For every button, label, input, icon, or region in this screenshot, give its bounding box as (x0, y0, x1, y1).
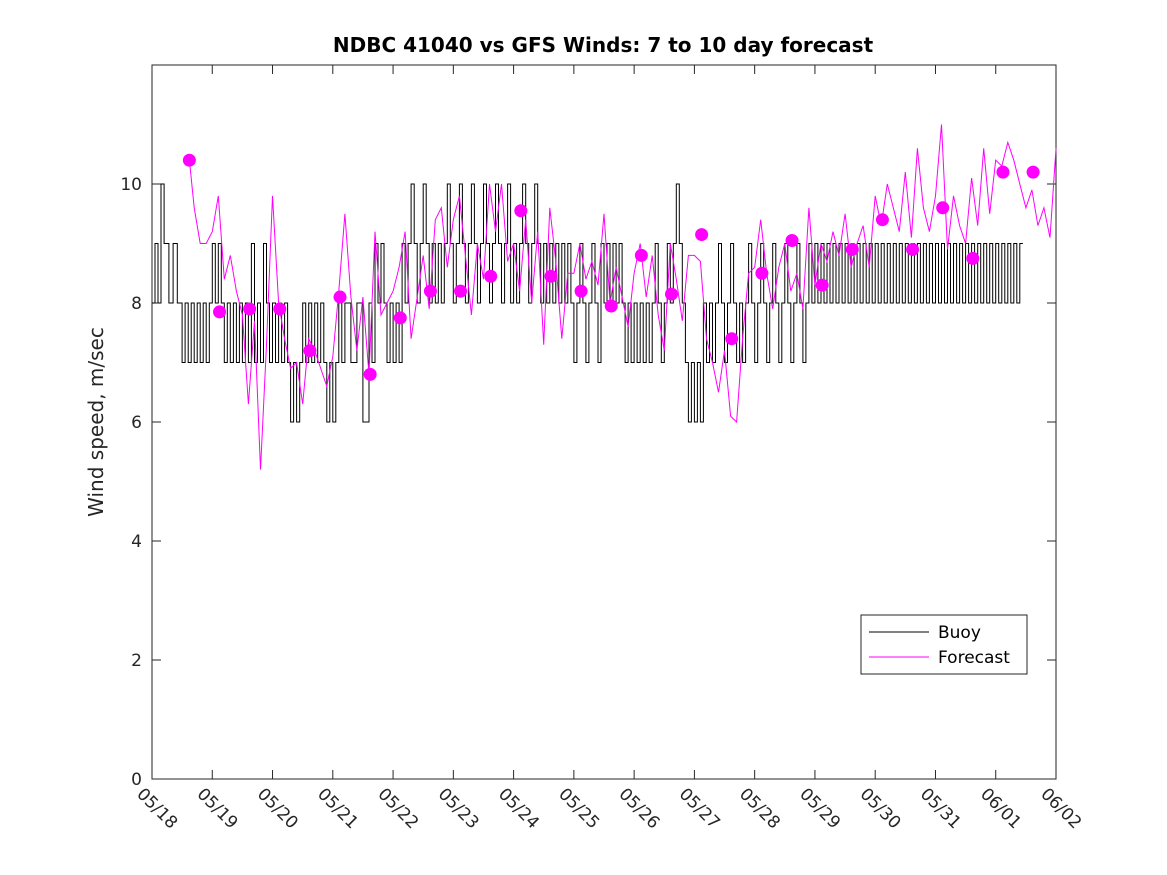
series-layer (152, 124, 1057, 470)
chart-title: NDBC 41040 vs GFS Winds: 7 to 10 day for… (333, 33, 874, 57)
buoy-series-line (152, 183, 1023, 423)
forecast-marker (333, 290, 347, 304)
legend: Buoy Forecast (860, 614, 1028, 675)
forecast-marker (303, 344, 317, 358)
forecast-marker (454, 284, 468, 298)
forecast-marker (484, 269, 498, 283)
forecast-marker (212, 305, 226, 319)
forecast-marker (273, 302, 287, 316)
forecast-marker (755, 266, 769, 280)
forecast-marker (604, 299, 618, 313)
forecast-marker (182, 153, 196, 167)
forecast-marker (243, 302, 257, 316)
forecast-marker (393, 311, 407, 325)
legend-buoy-label: Buoy (938, 623, 981, 643)
forecast-marker (845, 242, 859, 256)
y-axis: 0 2 4 6 8 10 (120, 175, 1056, 790)
forecast-marker (574, 284, 588, 298)
forecast-marker (966, 251, 980, 265)
y-tick-label: 4 (131, 532, 142, 552)
forecast-marker (695, 228, 709, 242)
forecast-marker (1026, 165, 1040, 179)
forecast-marker (634, 248, 648, 262)
forecast-marker (363, 367, 377, 381)
y-tick-label: 6 (131, 413, 142, 433)
legend-forecast-label: Forecast (938, 648, 1010, 668)
forecast-marker (906, 242, 920, 256)
forecast-marker (785, 234, 799, 248)
legend-box (860, 614, 1028, 675)
forecast-marker (725, 332, 739, 346)
forecast-marker (996, 165, 1010, 179)
y-tick-label: 0 (131, 770, 142, 790)
forecast-marker (875, 213, 889, 227)
y-tick-label: 2 (131, 651, 142, 671)
forecast-marker (423, 284, 437, 298)
forecast-marker (664, 287, 678, 301)
forecast-marker (514, 204, 528, 218)
forecast-marker (936, 201, 950, 215)
y-axis-label: Wind speed, m/sec (84, 327, 108, 517)
y-tick-label: 10 (120, 175, 142, 195)
forecast-marker (544, 269, 558, 283)
forecast-series-line (188, 124, 1057, 470)
y-tick-label: 8 (131, 294, 142, 314)
forecast-marker (815, 278, 829, 292)
